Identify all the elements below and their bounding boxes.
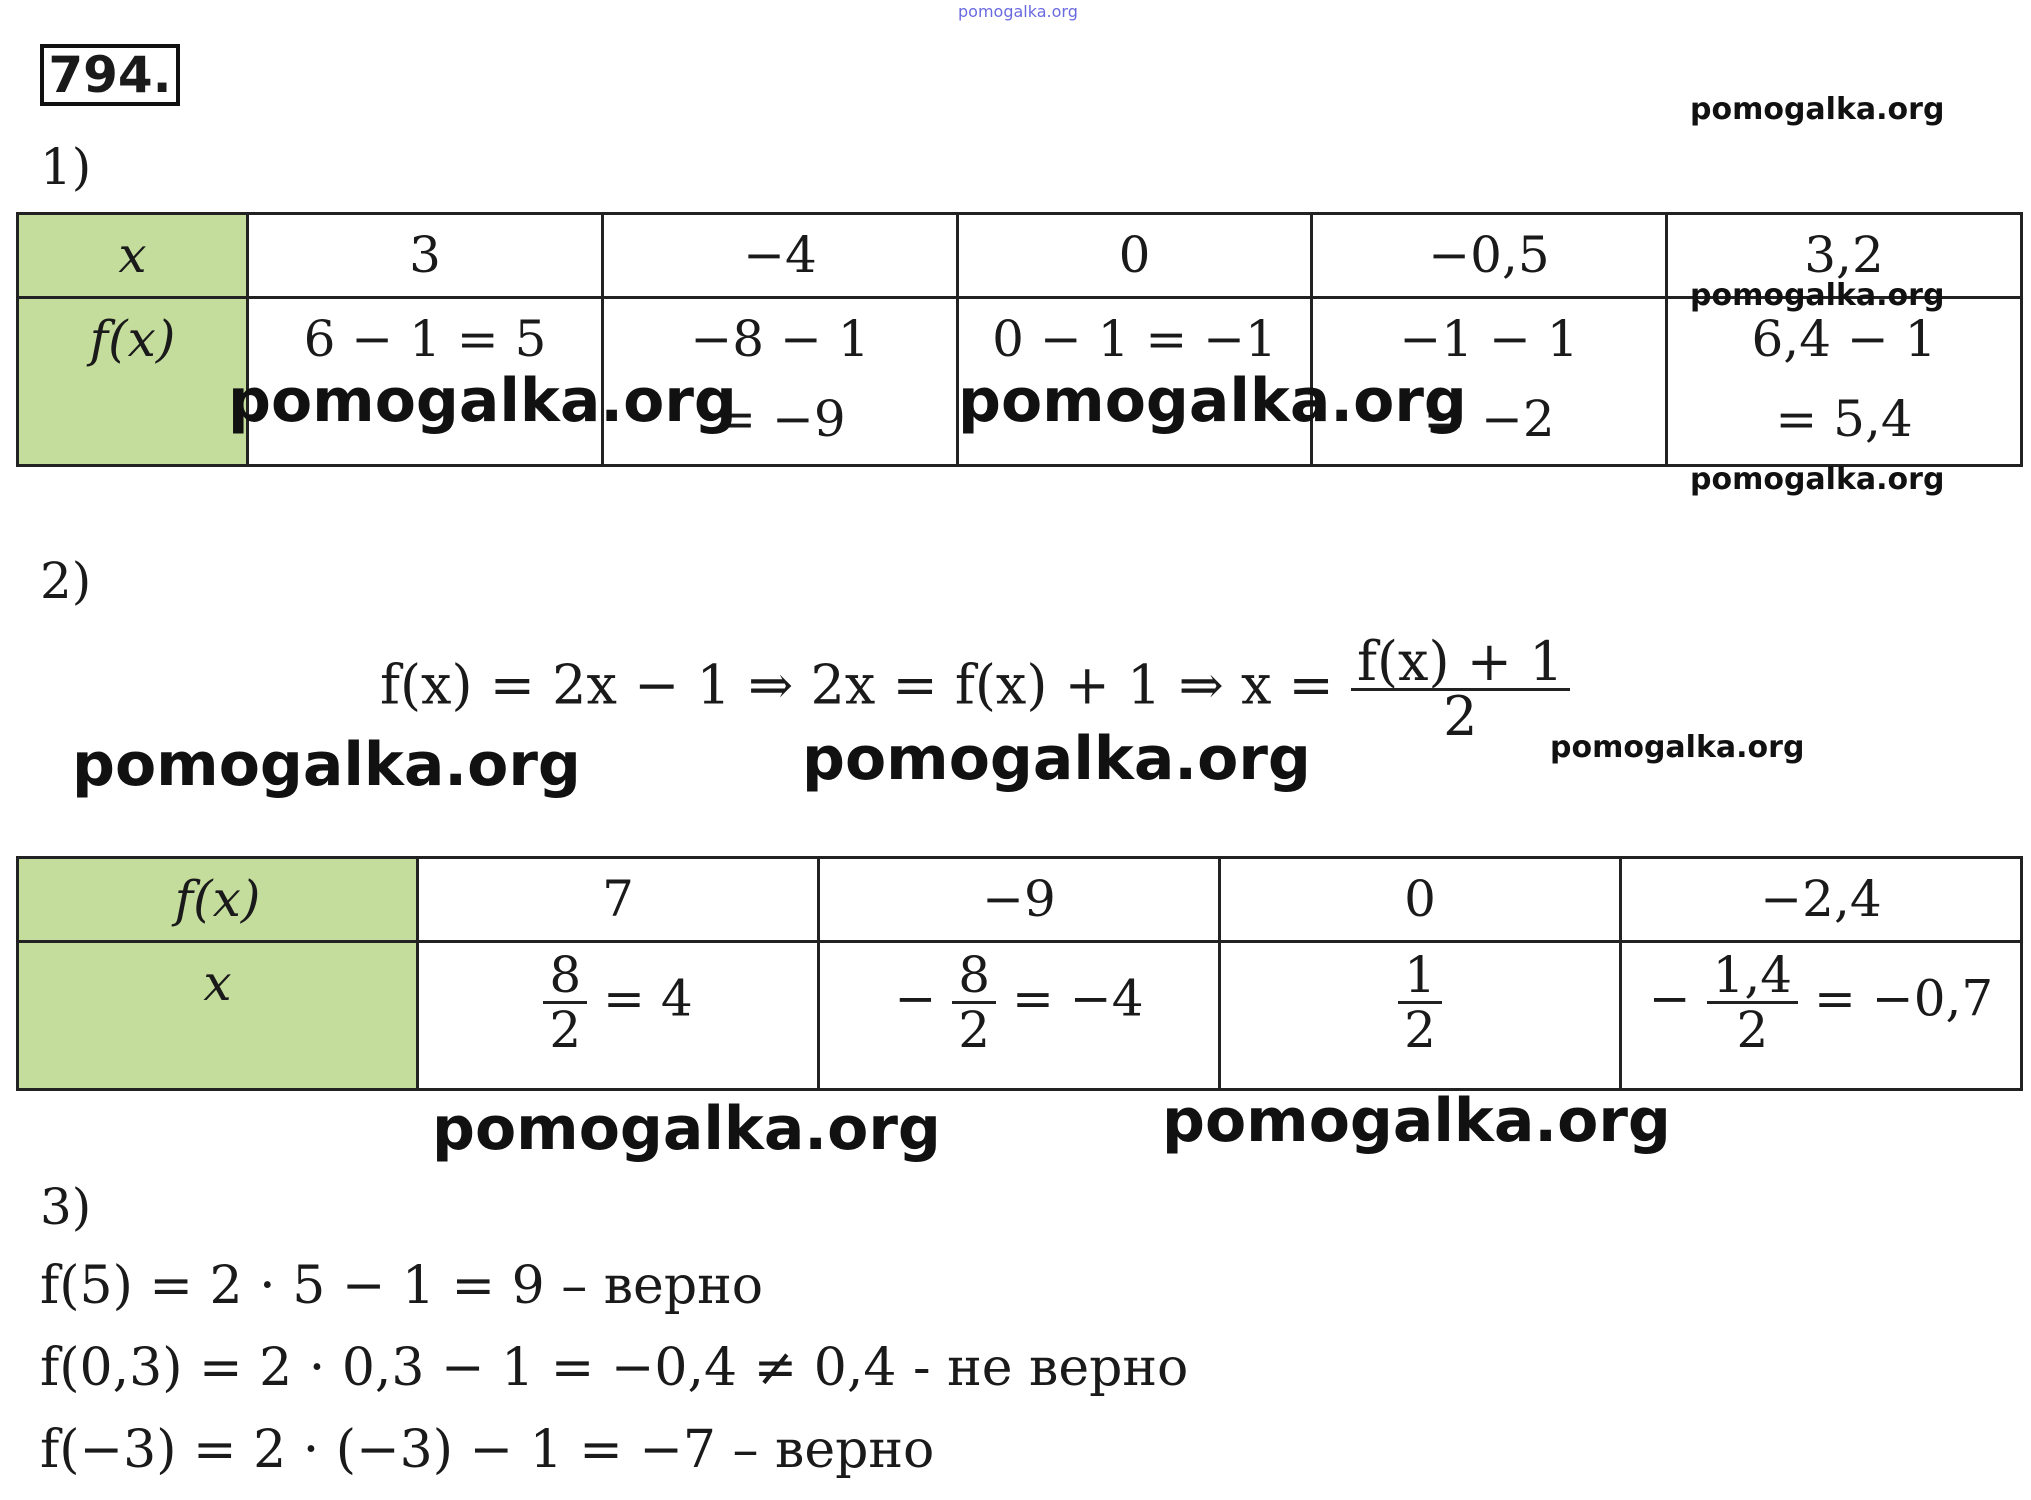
part1-x-cell: 3,2 — [1665, 212, 2023, 299]
part1-x-cell: 3 — [246, 212, 604, 299]
watermark: pomogalka.org — [1162, 1086, 1671, 1156]
x-denominator: 2 — [1736, 1001, 1769, 1059]
part1-f-cell: 6 − 1 = 5 — [246, 296, 604, 467]
x-numerator: 8 — [952, 949, 997, 1004]
part1-f-line1: 6 − 1 = 5 — [303, 310, 547, 368]
part1-row-x: x 3 −4 0 −0,5 3,2 — [16, 212, 2023, 299]
x-numerator: 1,4 — [1706, 949, 1799, 1004]
watermark: pomogalka.org — [1690, 92, 1945, 127]
x-result: = 4 — [603, 969, 693, 1028]
x-result: = −4 — [1012, 969, 1144, 1028]
part1-f-header: f(x) — [16, 296, 249, 467]
part1-row-f: f(x) 6 − 1 = 5 −8 − 1 = −9 0 − 1 = −1 −1 … — [16, 296, 2023, 467]
formula-numerator: f(x) + 1 — [1350, 635, 1570, 691]
watermark: pomogalka.org — [1690, 278, 1945, 313]
part2-x-cell: − 1,4 2 = −0,7 — [1619, 940, 2023, 1091]
watermark: pomogalka.org — [958, 366, 1467, 436]
watermark: pomogalka.org — [228, 366, 737, 436]
part2-formula: f(x) = 2x − 1 ⇒ 2x = f(x) + 1 ⇒ x = f(x)… — [380, 635, 1570, 748]
part1-x-header: x — [16, 212, 249, 299]
part1-f-line2: = −9 — [714, 390, 846, 448]
problem-number: 794. — [40, 44, 180, 106]
part1-f-line1: 0 − 1 = −1 — [992, 310, 1277, 368]
x-sign: − — [1648, 969, 1691, 1028]
watermark: pomogalka.org — [72, 730, 581, 800]
part1-table: x 3 −4 0 −0,5 3,2 f(x) 6 − 1 = 5 −8 − 1 =… — [16, 212, 2023, 467]
x-result: = −0,7 — [1814, 969, 1994, 1028]
part1-x-cell: −0,5 — [1310, 212, 1668, 299]
x-numerator: 1 — [1398, 949, 1442, 1004]
x-denominator: 2 — [1404, 1001, 1436, 1059]
check-line-1: f(5) = 2 · 5 − 1 = 9 – верно — [40, 1256, 764, 1316]
x-denominator: 2 — [549, 1001, 582, 1059]
watermark: pomogalka.org — [1550, 730, 1805, 765]
part1-f-cell: 6,4 − 1 = 5,4 — [1665, 296, 2023, 467]
part1-f-line1: 6,4 − 1 — [1751, 310, 1937, 368]
part1-f-line1: −8 − 1 — [690, 310, 870, 368]
check-line-2: f(0,3) = 2 · 0,3 − 1 = −0,4 ≠ 0,4 - не в… — [40, 1338, 1189, 1398]
part1-f-line2: = 5,4 — [1775, 390, 1913, 448]
formula-left: f(x) = 2x − 1 ⇒ 2x = f(x) + 1 ⇒ x = — [380, 653, 1334, 717]
part2-x-header: x — [16, 940, 419, 1091]
check-line-3: f(−3) = 2 · (−3) − 1 = −7 – верно — [40, 1420, 935, 1480]
formula-denominator: 2 — [1443, 685, 1478, 748]
part1-f-cell: 0 − 1 = −1 — [956, 296, 1313, 467]
watermark: pomogalka.org — [802, 724, 1311, 794]
watermark-top: pomogalka.org — [958, 2, 1078, 21]
part2-f-cell: −2,4 — [1619, 856, 2023, 943]
part2-f-cell: −9 — [817, 856, 1221, 943]
part2-f-cell: 0 — [1218, 856, 1622, 943]
part1-x-cell: −4 — [601, 212, 959, 299]
x-numerator: 8 — [543, 949, 588, 1004]
watermark: pomogalka.org — [432, 1094, 941, 1164]
part2-f-cell: 7 — [416, 856, 820, 943]
x-fraction: 1,4 2 — [1706, 949, 1799, 1059]
part1-f-line2: = −2 — [1423, 390, 1555, 448]
part1-label: 1) — [40, 138, 92, 196]
watermark: pomogalka.org — [1690, 462, 1945, 497]
x-denominator: 2 — [958, 1001, 991, 1059]
part2-f-header: f(x) — [16, 856, 419, 943]
x-sign: − — [894, 969, 937, 1028]
part2-label: 2) — [40, 552, 92, 610]
part1-f-cell: −8 − 1 = −9 — [601, 296, 959, 467]
part1-f-cell: −1 − 1 = −2 — [1310, 296, 1668, 467]
part2-row-f: f(x) 7 −9 0 −2,4 — [16, 856, 2023, 943]
part1-f-line1: −1 − 1 — [1399, 310, 1579, 368]
formula-fraction: f(x) + 1 2 — [1350, 635, 1570, 748]
part3-label: 3) — [40, 1178, 92, 1236]
part1-x-cell: 0 — [956, 212, 1313, 299]
